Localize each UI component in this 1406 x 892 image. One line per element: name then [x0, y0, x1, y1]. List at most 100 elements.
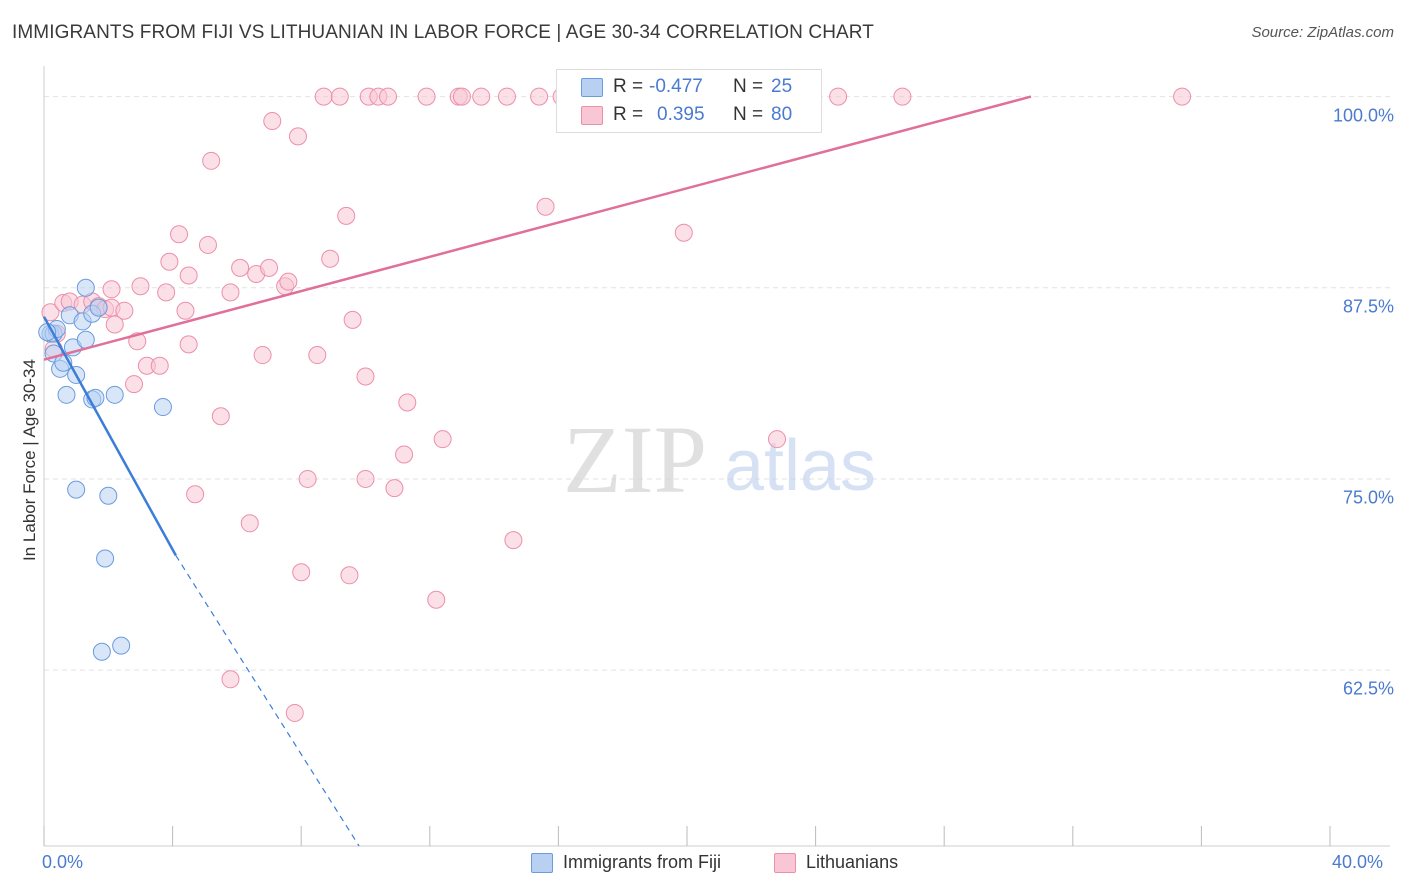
- fiji-point: [76, 278, 95, 297]
- lith-r-label: R =: [613, 104, 644, 125]
- lith-point: [279, 272, 298, 291]
- legend-row-lith: R = 0.395 N = 80: [557, 101, 821, 129]
- lith-point: [179, 266, 198, 285]
- x-tick-label: 0.0%: [42, 852, 84, 872]
- lith-point: [125, 375, 144, 394]
- lith-point: [330, 87, 349, 106]
- watermark-atlas: atlas: [724, 426, 876, 506]
- lith-point: [198, 235, 217, 254]
- fiji-point: [105, 385, 124, 404]
- lith-point: [105, 315, 124, 334]
- lith-trendline: [43, 95, 1032, 361]
- lith-point: [674, 223, 693, 242]
- lith-point: [427, 590, 446, 609]
- lith-point: [893, 87, 912, 106]
- y-tick-label: 75.0%: [1342, 487, 1394, 508]
- lith-point: [176, 301, 195, 320]
- legend-lith-label: Lithuanians: [806, 852, 899, 872]
- lith-point: [768, 430, 787, 449]
- lith-point: [536, 197, 555, 216]
- fiji-point: [89, 298, 108, 317]
- lith-point: [321, 249, 340, 268]
- lith-point: [1173, 87, 1192, 106]
- lith-point: [202, 151, 221, 170]
- lith-point: [308, 346, 327, 365]
- fiji-n-value: 25: [771, 76, 793, 97]
- lith-point: [211, 407, 230, 426]
- legend-fiji-label: Immigrants from Fiji: [563, 852, 722, 872]
- lith-point: [260, 258, 279, 277]
- lith-point: [102, 280, 121, 299]
- lith-point: [221, 670, 240, 689]
- lith-point: [314, 87, 333, 106]
- lith-point: [356, 469, 375, 488]
- lith-point: [340, 566, 359, 585]
- lith-point: [417, 87, 436, 106]
- fiji-points: [38, 278, 172, 661]
- lith-point: [398, 393, 417, 412]
- fiji-n-label: N =: [733, 76, 764, 97]
- fiji-swatch: [581, 78, 603, 97]
- lith-point: [285, 703, 304, 722]
- lith-point: [530, 87, 549, 106]
- fiji-r-value: -0.477: [649, 76, 703, 97]
- trendlines: [42, 95, 1032, 847]
- lith-point: [179, 335, 198, 354]
- fiji-trendline-extension: [175, 555, 360, 847]
- x-tick-label: 40.0%: [1332, 852, 1384, 872]
- lith-n-value: 80: [771, 104, 793, 125]
- lith-point: [452, 87, 471, 106]
- lith-point: [356, 367, 375, 386]
- lith-point: [343, 310, 362, 329]
- lith-point: [829, 87, 848, 106]
- y-tick-label: 100.0%: [1332, 105, 1394, 126]
- gridlines: [44, 96, 1390, 671]
- lith-r-value: 0.395: [657, 104, 705, 125]
- fiji-r-label: R =: [613, 76, 644, 97]
- lith-point: [41, 303, 60, 322]
- lith-point: [157, 283, 176, 302]
- lith-swatch: [581, 106, 603, 125]
- lith-point: [472, 87, 491, 106]
- lith-point: [292, 563, 311, 582]
- fiji-point: [153, 398, 172, 417]
- lith-point: [288, 127, 307, 146]
- lith-point: [115, 301, 134, 320]
- source-label: Source: ZipAtlas.com: [1251, 24, 1394, 41]
- fiji-point: [57, 385, 76, 404]
- lith-point: [160, 252, 179, 271]
- lith-point: [131, 277, 150, 296]
- lith-point: [504, 531, 523, 550]
- fiji-point: [67, 480, 86, 499]
- lith-point: [385, 479, 404, 498]
- lith-n-label: N =: [733, 104, 764, 125]
- fiji-point: [92, 642, 111, 661]
- y-tick-label: 62.5%: [1342, 678, 1394, 699]
- lith-point: [263, 112, 282, 131]
- y-axis-label: In Labor Force | Age 30-34: [20, 359, 39, 561]
- lithuanians-points: [41, 87, 1192, 722]
- y-tick-label: 87.5%: [1342, 296, 1394, 317]
- axes: [43, 66, 1390, 847]
- lith-point: [150, 356, 169, 375]
- lith-point: [186, 485, 205, 504]
- lith-point: [240, 514, 259, 533]
- fiji-point: [112, 636, 131, 655]
- chart-title: IMMIGRANTS FROM FIJI VS LITHUANIAN IN LA…: [12, 22, 874, 43]
- lith-point: [395, 445, 414, 464]
- lith-point: [221, 283, 240, 302]
- lith-point: [253, 346, 272, 365]
- watermark: ZIP atlas: [563, 406, 876, 513]
- fiji-point: [99, 486, 118, 505]
- lith-point: [433, 430, 452, 449]
- lith-point: [298, 469, 317, 488]
- lith-point: [379, 87, 398, 106]
- lith-point: [497, 87, 516, 106]
- watermark-zip: ZIP: [563, 406, 707, 513]
- legend-lith-swatch: [774, 853, 796, 873]
- fiji-point: [96, 549, 115, 568]
- lith-point: [337, 206, 356, 225]
- legend-fiji-swatch: [531, 853, 553, 873]
- correlation-legend: R = -0.477 N = 25 R = 0.395 N = 80: [556, 69, 822, 133]
